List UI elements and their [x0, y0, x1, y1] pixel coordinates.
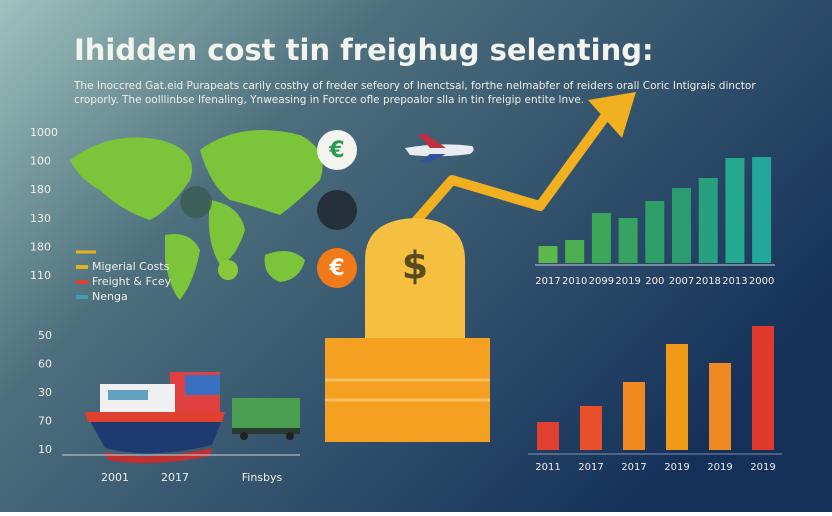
x-tick-label: 2019: [707, 462, 732, 473]
symbol: €: [328, 138, 344, 163]
x-label: 2017: [161, 471, 189, 484]
axis-label: 10: [38, 443, 52, 456]
bar: [645, 201, 665, 263]
world-map: [70, 130, 323, 300]
bar: [709, 363, 731, 450]
axis-label: 130: [30, 212, 51, 225]
bar: [538, 246, 558, 263]
axis-label: 60: [38, 358, 52, 371]
legend-label: Nenga: [92, 290, 128, 303]
x-tick-label: 2018: [695, 276, 720, 287]
x-tick-label: 2011: [535, 462, 560, 473]
ship: [85, 372, 225, 464]
bar: [666, 344, 688, 450]
axis-label: 30: [38, 386, 52, 399]
money-bag: [365, 218, 465, 340]
axis-label: 50: [38, 329, 52, 342]
axis-label: 1000: [30, 126, 58, 139]
bar: [537, 422, 559, 450]
bar: [698, 178, 718, 263]
x-tick-label: 2019: [664, 462, 689, 473]
x-tick-label: 2017: [578, 462, 603, 473]
bar: [618, 218, 638, 263]
axis-label: 110: [30, 269, 51, 282]
x-tick-label: 2013: [722, 276, 747, 287]
x-tick-label: 2010: [562, 276, 587, 287]
legend-swatch: [76, 265, 88, 269]
symbol: $: [402, 244, 428, 288]
x-tick-label: 2019: [615, 276, 640, 287]
title: Ihidden cost tin freighug selenting:: [74, 33, 654, 67]
arrow-head: [588, 92, 636, 138]
icon-circle: [317, 130, 357, 170]
x-tick-label: 2017: [621, 462, 646, 473]
bar: [591, 213, 611, 263]
map-dot: [218, 260, 238, 280]
x-tick-label: 2019: [750, 462, 775, 473]
legend-swatch: [76, 295, 88, 299]
bar: [752, 157, 772, 263]
axis-label: 180: [30, 240, 51, 253]
trend-arrow: [406, 107, 615, 232]
legend-label: Migerial Costs: [92, 260, 170, 273]
x-label: 2001: [101, 471, 129, 484]
bar: [623, 382, 645, 450]
box-stack: [325, 338, 490, 442]
bar: [565, 240, 585, 263]
airplane: [405, 134, 474, 162]
legend-swatch: [76, 280, 88, 284]
x-tick-label: 2000: [749, 276, 774, 287]
x-label: Finsbys: [242, 471, 283, 484]
x-tick-label: 2007: [669, 276, 694, 287]
bar: [580, 406, 602, 450]
subtitle-line: croporly. The oolllinbse Ifenaling, Ynwe…: [74, 94, 584, 106]
icon-circle: [317, 248, 357, 288]
axis-label: 180: [30, 183, 51, 196]
axis-label: 100: [30, 155, 51, 168]
subtitle-line: The Inoccred Gat.eid Purapeats carily co…: [73, 80, 756, 92]
icon-circle: [317, 190, 357, 230]
axis-label: 70: [38, 415, 52, 428]
x-tick-label: 2017: [535, 276, 560, 287]
truck: [232, 398, 300, 440]
bar: [752, 326, 774, 450]
map-icon: [180, 186, 212, 218]
x-tick-label: 200: [645, 276, 664, 287]
bar: [672, 188, 691, 263]
x-tick-label: 2099: [589, 276, 614, 287]
legend-label: Freight & Fcey: [92, 275, 172, 288]
symbol: €: [328, 256, 344, 281]
bar: [725, 158, 745, 263]
